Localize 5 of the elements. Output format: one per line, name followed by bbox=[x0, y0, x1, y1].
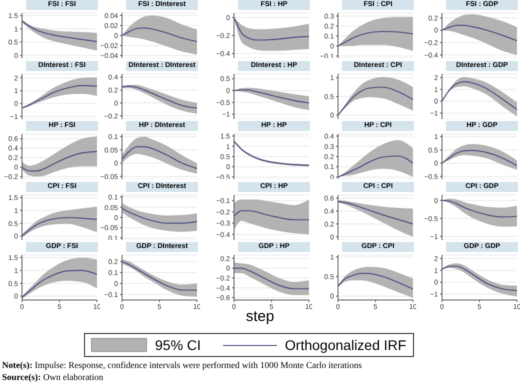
source-note: Source(s): Own elaboration bbox=[2, 372, 104, 382]
legend-label: Orthogonalized IRF bbox=[284, 337, 406, 353]
text: Note(s): Impulse: Response, confidence intervals were performed with 1000 Monte Carlo iterations bbox=[2, 360, 362, 370]
text: 95% CI bbox=[155, 337, 201, 353]
x-axis-title: step bbox=[246, 308, 274, 325]
